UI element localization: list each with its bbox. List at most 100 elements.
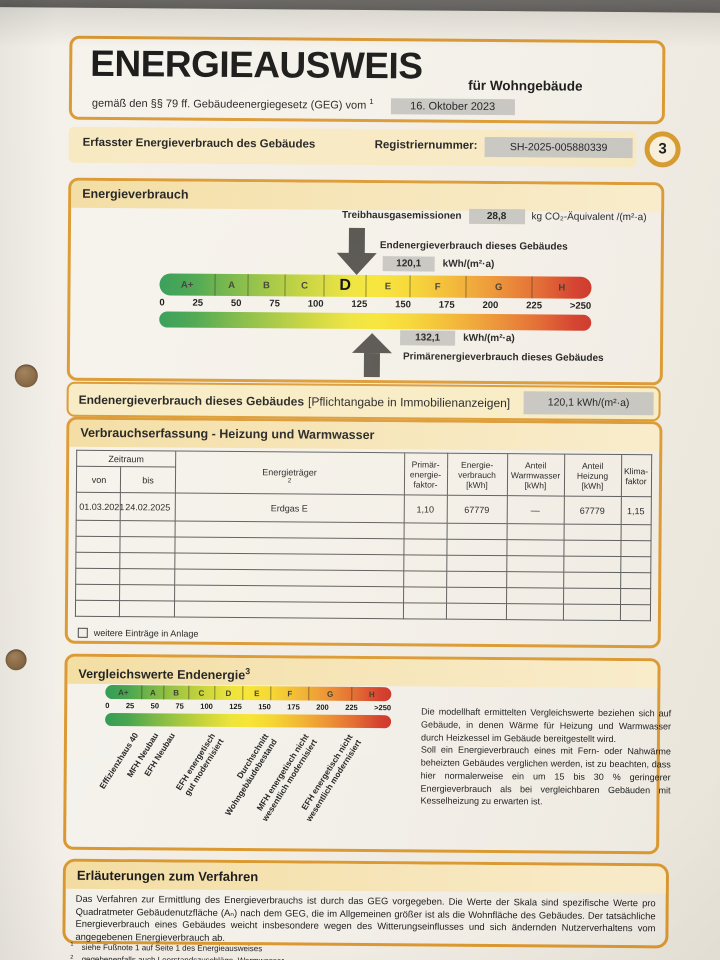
comp-class-h: H <box>368 689 375 699</box>
consumption-table-section-title: Verbrauchserfassung - Heizung und Warmwa… <box>69 419 660 452</box>
tick-225: 225 <box>526 300 543 312</box>
cell-primaerenergiefaktor: 1,10 <box>403 494 447 524</box>
explanation-text: Das Verfahren zur Ermittlung des Energie… <box>75 892 656 944</box>
tick-0: 0 <box>159 297 165 309</box>
comparison-paragraph-2: Soll ein Energieverbrauch eines mit Fern… <box>420 744 671 807</box>
energy-class-g: G <box>466 275 533 299</box>
comparison-title-text: Vergleichswerte Endenergie <box>78 666 246 683</box>
col-header-klimafaktor: Klima- faktor <box>620 454 652 497</box>
end-energy-banner: Endenergieverbrauch dieses Gebäudes [Pfl… <box>66 381 661 422</box>
consumption-table-box: Verbrauchserfassung - Heizung und Warmwa… <box>64 416 663 649</box>
page-subtitle: für Wohngebäude <box>468 77 583 94</box>
table-row: 01.03.2021 24.02.2025 Erdgas E 1,10 6777… <box>76 492 651 525</box>
energy-class-c: C <box>285 274 325 297</box>
cell-energieverbrauch: 67779 <box>446 495 507 524</box>
tick-75: 75 <box>269 298 280 310</box>
energy-gradient-bar <box>159 311 592 331</box>
comp-tick-200: 200 <box>316 702 329 712</box>
primary-energy-label: Primärenergieverbrauch dieses Gebäudes <box>402 351 604 364</box>
energy-class-b: B <box>248 274 286 297</box>
energy-class-f: F <box>410 275 467 298</box>
footnote-1: 1 siehe Fußnote 1 auf Seite 1 des Energi… <box>70 940 284 954</box>
comp-class-b: B <box>164 685 189 700</box>
comp-tick-150: 150 <box>258 702 271 712</box>
comparison-gradient-bar <box>105 713 392 729</box>
comp-tick-75: 75 <box>175 701 184 711</box>
comp-class-g: G <box>308 686 353 701</box>
ghg-emissions-label: Treibhausgasemissionen <box>342 209 462 222</box>
tick-25: 25 <box>192 297 204 309</box>
tick-gt250: >250 <box>569 300 592 312</box>
end-energy-value-line: 120,1 kWh/(m²·a) <box>382 256 495 272</box>
end-energy-unit: kWh/(m²·a) <box>442 258 495 271</box>
tick-50: 50 <box>230 297 242 310</box>
meta-bar: Erfasster Energieverbrauch des Gebäudes … <box>68 126 637 168</box>
end-energy-label: Endenergieverbrauch dieses Gebäudes <box>379 240 568 253</box>
tick-150: 150 <box>395 299 411 311</box>
law-reference-text: gemäß den §§ 79 ff. Gebäudeenergiegesetz… <box>91 97 367 112</box>
page-title: ENERGIEAUSWEIS <box>90 42 423 87</box>
col-header-bis: bis <box>120 466 176 494</box>
cell-klimafaktor: 1,15 <box>620 496 651 525</box>
explanation-box: Erläuterungen zum Verfahren Das Verfahre… <box>62 858 669 949</box>
registration-number-label: Registriernummer: <box>374 139 478 152</box>
end-energy-arrow-down-head-icon <box>336 252 377 276</box>
energy-scale-ticks: 0 25 50 75 100 125 150 175 200 225 >250 <box>159 297 591 311</box>
comp-class-f: F <box>271 686 309 701</box>
page-number-badge: 3 <box>644 131 681 168</box>
cell-bis: 24.02.2025 <box>120 492 175 522</box>
comp-tick-125: 125 <box>229 701 242 712</box>
comp-tick-225: 225 <box>345 702 358 712</box>
col-header-energieverbrauch: Energie- verbrauch [kWh] <box>446 453 508 496</box>
energy-class-a: A <box>215 273 249 297</box>
explanation-section-title: Erläuterungen zum Verfahren <box>65 861 666 894</box>
ghg-emissions-unit: kg CO₂-Äquivalent /(m²·a) <box>531 211 647 224</box>
banner-label: Endenergieverbrauch dieses Gebäudes <box>78 392 305 409</box>
hole-punch-top <box>14 364 38 388</box>
col-header-energietraeger-text: Energieträger <box>262 467 317 478</box>
hole-punch-bottom <box>5 649 27 671</box>
col-header-von: von <box>76 466 122 493</box>
end-energy-value: 120,1 <box>382 256 435 272</box>
footnote-2-ref: 2 <box>70 954 74 960</box>
primary-energy-arrow-up-icon <box>363 353 380 378</box>
cell-anteil-heizung: 67779 <box>563 496 621 525</box>
comparison-section-title: Vergleichswerte Endenergie3 <box>67 656 658 689</box>
col-header-anteil-warmwasser: Anteil Warmwasser [kWh] <box>506 453 565 497</box>
primary-energy-value: 132,1 <box>400 330 456 346</box>
cell-anteil-warmwasser: — <box>506 495 564 525</box>
more-entries-line: weitere Einträge in Anlage <box>77 627 199 639</box>
cell-von: 01.03.2021 <box>76 492 124 521</box>
more-entries-label: weitere Einträge in Anlage <box>93 627 199 639</box>
energietraeger-footnote-ref: 2 <box>287 477 292 485</box>
col-header-energietraeger: Energieträger 2 <box>174 451 405 495</box>
footnote-2: 2 gegebenenfalls auch Leerstandszuschläg… <box>70 952 284 960</box>
comparison-class-scale: A+ A B C D E F G H <box>105 685 392 702</box>
col-header-zeitraum: Zeitraum <box>77 450 176 468</box>
comp-tick-gt250: >250 <box>374 703 392 713</box>
col-header-anteil-heizung: Anteil Heizung [kWh] <box>563 454 622 497</box>
comparison-box: Vergleichswerte Endenergie3 A+ A B C D E… <box>63 653 671 855</box>
ghg-emissions-value: 28,8 <box>468 208 525 225</box>
comp-class-e: E <box>242 686 272 701</box>
comparison-scale-ticks: 0 25 50 75 100 125 150 175 200 225 >250 <box>105 701 391 712</box>
empty-table-row <box>75 600 651 621</box>
energy-class-e: E <box>366 275 411 298</box>
header-box: ENERGIEAUSWEIS für Wohngebäude gemäß den… <box>68 35 666 125</box>
footnote-2-text: gegebenenfalls auch Leerstandszuschläge,… <box>82 955 285 960</box>
comp-class-a-plus: A+ <box>105 685 143 700</box>
banner-value: 120,1 kWh/(m²·a) <box>523 391 654 416</box>
comparison-paragraph-1: Die modellhaft ermittelten Vergleichswer… <box>420 706 672 744</box>
energy-consumption-box: Energieverbrauch Treibhausgasemissionen … <box>66 177 665 386</box>
col-header-primaerenergiefaktor: Primär- energie- faktor- <box>403 452 448 496</box>
comp-class-c: C <box>188 685 216 700</box>
end-energy-arrow-down-icon <box>348 227 365 255</box>
issue-date-value: 16. Oktober 2023 <box>390 97 515 115</box>
primary-energy-unit: kWh/(m²·a) <box>463 332 515 345</box>
energy-class-scale: A+ A B C D E F G H <box>159 273 592 299</box>
tick-125: 125 <box>351 298 368 311</box>
energy-class-h: H <box>558 282 566 294</box>
cell-energietraeger: Erdgas E <box>174 493 404 523</box>
